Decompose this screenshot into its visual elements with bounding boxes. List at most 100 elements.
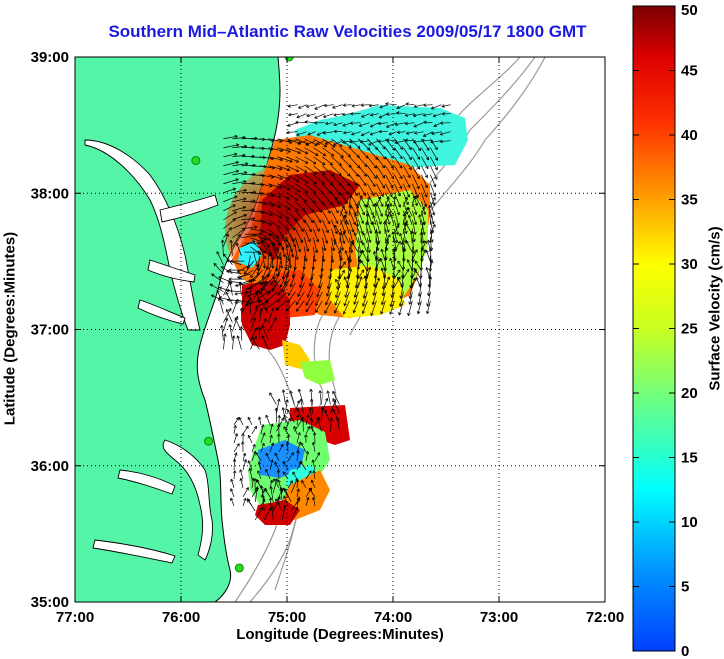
velocity-vector-head <box>226 317 229 321</box>
velocity-vector-head <box>315 303 319 306</box>
velocity-vector-head <box>285 267 288 270</box>
velocity-vector-head <box>317 294 320 298</box>
velocity-vector-head <box>376 277 380 281</box>
velocity-vector <box>385 165 394 179</box>
velocity-vector-head <box>278 398 281 402</box>
velocity-vector-head <box>366 204 369 208</box>
velocity-vector <box>286 147 301 154</box>
velocity-vector <box>394 140 406 144</box>
velocity-vector <box>403 183 410 198</box>
velocity-vector-head <box>243 144 247 147</box>
velocity-vector-head <box>306 180 309 184</box>
velocity-vector <box>232 335 235 350</box>
velocity-vector-head <box>257 242 261 245</box>
velocity-vector <box>296 113 307 118</box>
velocity-vector-head <box>403 248 406 252</box>
velocity-vector-head <box>354 194 358 197</box>
velocity-vector-head <box>279 487 282 491</box>
velocity-vector-head <box>296 197 299 201</box>
velocity-vector <box>312 459 316 470</box>
velocity-vector <box>343 131 352 134</box>
velocity-vector <box>313 219 320 232</box>
velocity-vector-head <box>323 171 326 175</box>
velocity-vector-head <box>235 195 238 199</box>
velocity-vector-head <box>324 409 328 412</box>
velocity-vector-head <box>277 424 280 428</box>
velocity-vector-head <box>312 432 315 436</box>
velocity-vector-head <box>378 222 382 225</box>
velocity-vector <box>310 417 313 432</box>
velocity-vector-head <box>370 115 374 117</box>
velocity-vector-head <box>261 494 264 498</box>
velocity-vector-head <box>381 176 385 179</box>
velocity-vector <box>233 425 236 434</box>
velocity-vector <box>265 291 278 303</box>
velocity-vector-head <box>219 286 223 288</box>
velocity-vector-head <box>421 222 424 225</box>
velocity-vector-head <box>412 113 416 117</box>
velocity-vector-head <box>277 300 281 303</box>
velocity-vector-head <box>334 224 338 227</box>
velocity-vector-head <box>433 123 436 127</box>
velocity-vector-head <box>389 311 393 315</box>
velocity-vector <box>394 246 396 261</box>
velocity-vector-head <box>341 269 345 273</box>
velocity-vector-head <box>306 141 309 145</box>
velocity-vector <box>277 282 287 296</box>
velocity-vector-head <box>318 285 322 289</box>
velocity-vector <box>402 248 405 261</box>
velocity-vector-head <box>359 125 363 127</box>
velocity-vector-head <box>277 293 281 296</box>
velocity-vector <box>349 228 354 244</box>
velocity-vector <box>314 113 325 119</box>
velocity-vector-head <box>243 188 247 191</box>
velocity-vector-head <box>326 390 328 394</box>
velocity-vector-head <box>396 111 400 114</box>
velocity-vector-head <box>393 266 397 270</box>
velocity-vector <box>358 174 367 186</box>
velocity-vector-head <box>398 303 401 307</box>
velocity-vector-head <box>381 267 385 271</box>
velocity-vector-head <box>312 266 315 270</box>
velocity-vector-head <box>353 310 357 314</box>
velocity-vector <box>343 231 350 244</box>
velocity-vector-head <box>280 176 283 180</box>
velocity-vector-head <box>280 487 283 491</box>
velocity-vector-head <box>416 167 420 170</box>
velocity-vector <box>361 113 370 118</box>
velocity-vector-head <box>339 191 341 195</box>
velocity-vector-head <box>423 103 427 106</box>
velocity-vector-head <box>304 434 307 438</box>
velocity-vector-head <box>277 479 279 483</box>
velocity-vector-head <box>234 211 237 215</box>
velocity-vector <box>268 210 283 219</box>
velocity-vector-head <box>408 301 410 305</box>
velocity-vector <box>340 192 348 204</box>
velocity-vector-head <box>267 266 270 270</box>
velocity-vector-head <box>248 460 251 463</box>
velocity-vector-head <box>314 161 317 165</box>
velocity-vector-head <box>323 181 325 185</box>
velocity-vector <box>358 122 370 127</box>
velocity-vector-head <box>260 287 263 291</box>
velocity-vector <box>367 138 378 150</box>
velocity-vector-head <box>431 230 434 234</box>
velocity-vector-head <box>277 235 280 239</box>
velocity-vector-head <box>236 433 239 437</box>
velocity-vector-head <box>305 151 309 154</box>
velocity-vector-head <box>340 143 343 147</box>
velocity-vector <box>236 264 251 273</box>
velocity-vector-head <box>335 197 339 200</box>
velocity-vector-head <box>300 442 304 445</box>
velocity-vector-head <box>377 121 381 125</box>
velocity-vector-head <box>405 138 409 141</box>
velocity-vector-head <box>224 317 228 321</box>
velocity-vector-head <box>276 478 279 482</box>
velocity-vector <box>344 276 350 289</box>
velocity-vector <box>423 131 433 137</box>
velocity-vector-head <box>268 292 272 294</box>
velocity-vector <box>319 390 322 405</box>
velocity-vector <box>304 183 316 194</box>
velocity-vector-head <box>405 139 408 143</box>
velocity-vector-head <box>314 258 317 262</box>
